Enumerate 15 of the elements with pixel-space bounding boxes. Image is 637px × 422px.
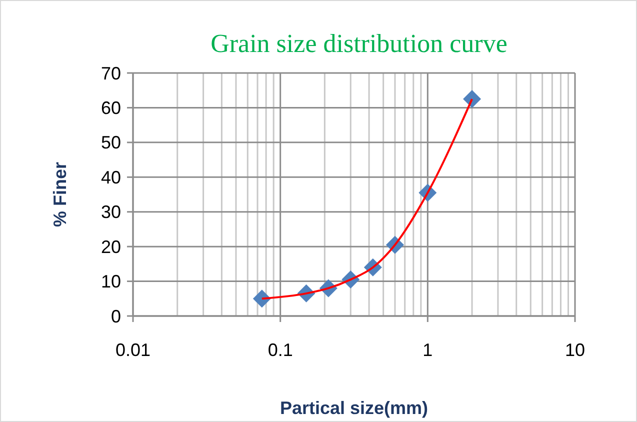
y-tick-label: 20: [100, 236, 121, 257]
y-tick-label: 10: [100, 272, 121, 292]
y-tick-label: 60: [100, 98, 121, 118]
y-axis-title: % Finer: [50, 162, 70, 228]
y-tick-label: 70: [100, 63, 121, 84]
x-tick-label: 0.01: [115, 340, 151, 360]
x-tick-label: 1: [422, 340, 433, 360]
x-tick-label: 10: [564, 340, 586, 360]
y-tick-label: 50: [100, 132, 121, 153]
chart-title: Grain size distribution curve: [210, 29, 508, 58]
y-tick-label: 0: [110, 306, 121, 326]
y-tick-label: 30: [100, 202, 121, 222]
x-axis-title: Partical size(mm): [280, 398, 428, 418]
y-tick-label: 40: [100, 167, 121, 188]
x-tick-label: 0.1: [268, 340, 293, 360]
